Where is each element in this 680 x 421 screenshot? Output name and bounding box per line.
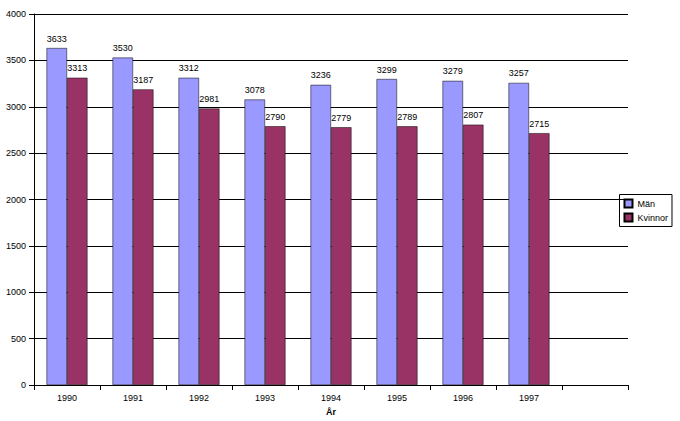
svg-text:0: 0 [21,380,26,390]
svg-text:1997: 1997 [519,393,539,403]
svg-text:3313: 3313 [67,63,87,73]
svg-text:1992: 1992 [189,393,209,403]
svg-text:3257: 3257 [509,68,529,78]
svg-text:4000: 4000 [6,9,26,19]
svg-text:1996: 1996 [453,393,473,403]
svg-text:3000: 3000 [6,102,26,112]
svg-text:2790: 2790 [265,112,285,122]
svg-text:3312: 3312 [179,63,199,73]
svg-text:Män: Män [637,199,655,209]
svg-text:1990: 1990 [57,393,77,403]
svg-text:3500: 3500 [6,55,26,65]
svg-text:År: År [326,407,336,417]
svg-text:3187: 3187 [133,75,153,85]
svg-text:1500: 1500 [6,241,26,251]
svg-text:3236: 3236 [311,70,331,80]
svg-text:3299: 3299 [377,65,397,75]
svg-text:3530: 3530 [113,43,133,53]
svg-text:2807: 2807 [463,110,483,120]
svg-text:1991: 1991 [123,393,143,403]
svg-text:1995: 1995 [387,393,407,403]
svg-text:500: 500 [11,334,26,344]
svg-text:2500: 2500 [6,148,26,158]
svg-text:2000: 2000 [6,195,26,205]
svg-text:2789: 2789 [397,112,417,122]
svg-text:2779: 2779 [331,113,351,123]
svg-text:1994: 1994 [321,393,341,403]
svg-text:1000: 1000 [6,287,26,297]
svg-text:1993: 1993 [255,393,275,403]
svg-text:3078: 3078 [245,85,265,95]
svg-text:2715: 2715 [529,119,549,129]
svg-text:3633: 3633 [47,34,67,44]
svg-text:3279: 3279 [443,66,463,76]
svg-text:2981: 2981 [199,94,219,104]
svg-text:Kvinnor: Kvinnor [637,213,668,223]
